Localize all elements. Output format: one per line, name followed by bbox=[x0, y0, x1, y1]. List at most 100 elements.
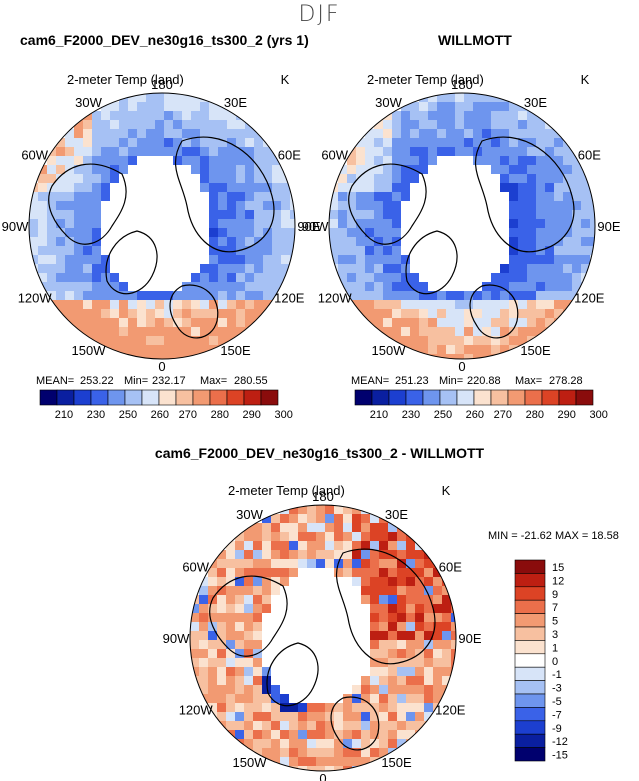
lon-label: 180 bbox=[151, 77, 173, 92]
stat-mean: 253.22 bbox=[80, 375, 114, 387]
lon-label: 90E bbox=[597, 219, 620, 234]
diff-colorbar-tick: -9 bbox=[552, 723, 562, 735]
lon-label: 180 bbox=[451, 77, 473, 92]
colorbar-swatch bbox=[260, 389, 279, 406]
lon-label: 150W bbox=[372, 343, 407, 358]
lon-label: 0 bbox=[458, 359, 465, 374]
diff-colorbar-swatch bbox=[514, 720, 546, 735]
diff-colorbar-swatch bbox=[514, 680, 546, 695]
diff-colorbar-tick: -1 bbox=[552, 669, 562, 681]
colorbar-swatch bbox=[107, 389, 126, 406]
colorbar-tick: 280 bbox=[211, 409, 229, 421]
temperature-field bbox=[29, 93, 295, 359]
diff-colorbar-tick: -15 bbox=[552, 750, 568, 762]
colorbar-swatch bbox=[158, 389, 177, 406]
lon-label: 0 bbox=[158, 359, 165, 374]
lon-label: 30E bbox=[524, 95, 547, 110]
coastline bbox=[469, 284, 519, 339]
stat-min: 220.88 bbox=[467, 375, 501, 387]
coastline bbox=[335, 548, 436, 665]
stat-mean: 251.23 bbox=[395, 375, 429, 387]
diff-colorbar-tick: -7 bbox=[552, 709, 562, 721]
colorbar-swatch bbox=[473, 389, 492, 406]
colorbar-swatch bbox=[524, 389, 543, 406]
diff-colorbar-tick: 5 bbox=[552, 616, 558, 628]
colorbar-swatch bbox=[575, 389, 594, 406]
colorbar-tick: 260 bbox=[151, 409, 169, 421]
lon-label: 30E bbox=[224, 95, 247, 110]
coastline bbox=[474, 136, 575, 253]
colorbar-swatch bbox=[141, 389, 160, 406]
lon-label: 90W bbox=[302, 219, 329, 234]
diff-colorbar-swatch bbox=[514, 666, 546, 681]
coastline bbox=[330, 696, 380, 751]
units-label: K bbox=[581, 72, 590, 87]
page-title: DJF bbox=[298, 2, 341, 27]
panel-right-title: WILLMOTT bbox=[438, 32, 512, 48]
coastline bbox=[266, 642, 319, 707]
map-boundary bbox=[28, 92, 296, 360]
units-label: K bbox=[442, 483, 451, 498]
diff-colorbar-tick: -5 bbox=[552, 696, 562, 708]
map-subtitle: 2-meter Temp (land) bbox=[228, 483, 345, 498]
lon-label: 150W bbox=[233, 755, 268, 770]
colorbar-tick: 260 bbox=[466, 409, 484, 421]
stat-max: 278.28 bbox=[549, 375, 583, 387]
diff-colorbar-tick: 1 bbox=[552, 642, 558, 654]
stat-mean-label: MEAN= bbox=[351, 375, 389, 387]
diff-colorbar-swatch bbox=[514, 707, 546, 722]
colorbar-tick: 300 bbox=[590, 409, 608, 421]
colorbar-swatch bbox=[175, 389, 194, 406]
stat-min: 232.17 bbox=[152, 375, 186, 387]
colorbar-swatch bbox=[490, 389, 509, 406]
lon-label: 90W bbox=[163, 631, 190, 646]
temperature-field bbox=[190, 505, 456, 771]
stat-max: 280.55 bbox=[234, 375, 268, 387]
lon-label: 150W bbox=[72, 343, 107, 358]
colorbar-swatch bbox=[405, 389, 424, 406]
coastline bbox=[348, 163, 427, 245]
diff-colorbar-swatch bbox=[514, 693, 546, 708]
map-boundary bbox=[189, 504, 457, 772]
colorbar-tick: 230 bbox=[402, 409, 420, 421]
colorbar-swatch bbox=[422, 389, 441, 406]
colorbar-tick: 250 bbox=[119, 409, 137, 421]
colorbar-tick: 280 bbox=[526, 409, 544, 421]
diff-colorbar-swatch bbox=[514, 626, 546, 641]
colorbar-tick: 210 bbox=[370, 409, 388, 421]
diff-colorbar-tick: -12 bbox=[552, 736, 568, 748]
stat-max-label: Max= bbox=[515, 375, 542, 387]
colorbar-tick: 250 bbox=[434, 409, 452, 421]
diff-colorbar-swatch bbox=[514, 559, 546, 574]
stat-min-label: Min= bbox=[439, 375, 463, 387]
lon-label: 60E bbox=[439, 560, 462, 575]
colorbar-swatch bbox=[388, 389, 407, 406]
diff-colorbar-swatch bbox=[514, 640, 546, 655]
stat-min-label: Min= bbox=[124, 375, 148, 387]
colorbar-tick: 230 bbox=[87, 409, 105, 421]
map-boundary bbox=[328, 92, 596, 360]
diff-colorbar-swatch bbox=[514, 573, 546, 588]
diff-colorbar-swatch bbox=[514, 733, 546, 748]
colorbar-swatch bbox=[541, 389, 560, 406]
lon-label: 180 bbox=[312, 489, 334, 504]
lon-label: 90E bbox=[458, 631, 481, 646]
lon-label: 60W bbox=[182, 560, 209, 575]
lon-label: 30W bbox=[375, 95, 402, 110]
colorbar-swatch bbox=[456, 389, 475, 406]
lon-label: 150E bbox=[520, 343, 551, 358]
colorbar-swatch bbox=[243, 389, 262, 406]
lon-label: 90W bbox=[2, 219, 29, 234]
lon-label: 120W bbox=[318, 291, 353, 306]
lon-label: 120W bbox=[179, 703, 214, 718]
colorbar-swatch bbox=[226, 389, 245, 406]
lon-label: 60E bbox=[278, 148, 301, 163]
temperature-field bbox=[329, 93, 595, 359]
diff-colorbar-tick: 9 bbox=[552, 589, 558, 601]
colorbar-tick: 300 bbox=[275, 409, 293, 421]
lon-label: 60E bbox=[578, 148, 601, 163]
colorbar-swatch bbox=[124, 389, 143, 406]
diff-colorbar-swatch bbox=[514, 586, 546, 601]
